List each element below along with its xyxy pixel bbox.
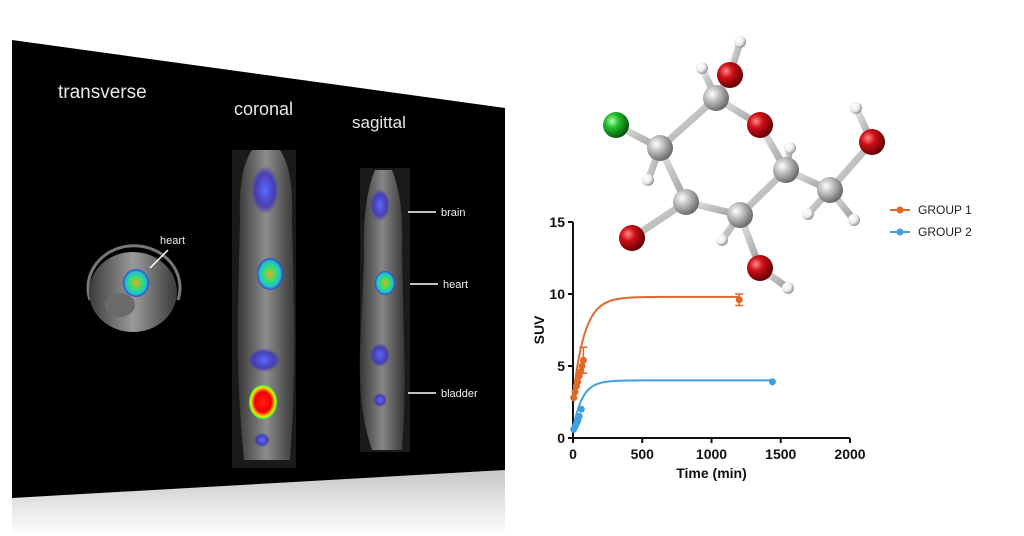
heart-label: heart — [443, 279, 468, 291]
coronal-slice — [232, 150, 296, 468]
view-label-sagittal: sagittal — [352, 113, 406, 132]
y-tick-label: 5 — [557, 358, 565, 374]
series-1-fit-line — [572, 295, 740, 392]
molecule-atoms — [603, 36, 885, 294]
series-2-fit-line — [572, 379, 773, 427]
x-tick-label: 500 — [631, 446, 655, 462]
panel-reflection — [12, 470, 505, 536]
series-2-point — [768, 378, 776, 386]
pet-ct-scan-panel: transverse coronal sagittal heart brain … — [12, 40, 505, 536]
series-1-point — [571, 388, 579, 396]
transverse-slice: heart — [86, 235, 185, 332]
legend-label: GROUP 1 — [918, 203, 972, 217]
series-1-point — [574, 378, 582, 386]
molecule-model — [603, 36, 885, 294]
series-1-point — [735, 296, 743, 304]
series-1-point — [578, 362, 586, 370]
y-tick-label: 0 — [557, 430, 565, 446]
x-axis-title: Time (min) — [676, 465, 747, 481]
legend-swatch-marker — [896, 206, 904, 214]
series-1-point — [570, 394, 578, 402]
legend-swatch-marker — [896, 228, 904, 236]
series-1-point — [579, 356, 587, 364]
transverse-heart-label: heart — [160, 235, 185, 247]
series-2-point — [575, 412, 583, 420]
y-axis-title: SUV — [531, 315, 547, 344]
x-tick-label: 1500 — [765, 446, 796, 462]
x-tick-label: 0 — [569, 446, 577, 462]
x-tick-label: 2000 — [834, 446, 865, 462]
series-1-point — [577, 368, 585, 376]
legend-label: GROUP 2 — [918, 225, 972, 239]
view-label-coronal: coronal — [234, 99, 293, 119]
y-tick-label: 15 — [549, 214, 565, 230]
sagittal-slice: brain heart bladder — [359, 168, 478, 452]
view-label-transverse: transverse — [58, 82, 147, 103]
brain-label: brain — [441, 207, 465, 219]
y-tick-label: 10 — [549, 286, 565, 302]
series-2-point — [577, 405, 585, 413]
suv-time-chart: 0 5 10 15 0 500 1000 1500 2000 Time (min) SUV GROUP… — [531, 203, 972, 481]
bladder-label: bladder — [441, 388, 478, 400]
x-tick-label: 1000 — [696, 446, 727, 462]
